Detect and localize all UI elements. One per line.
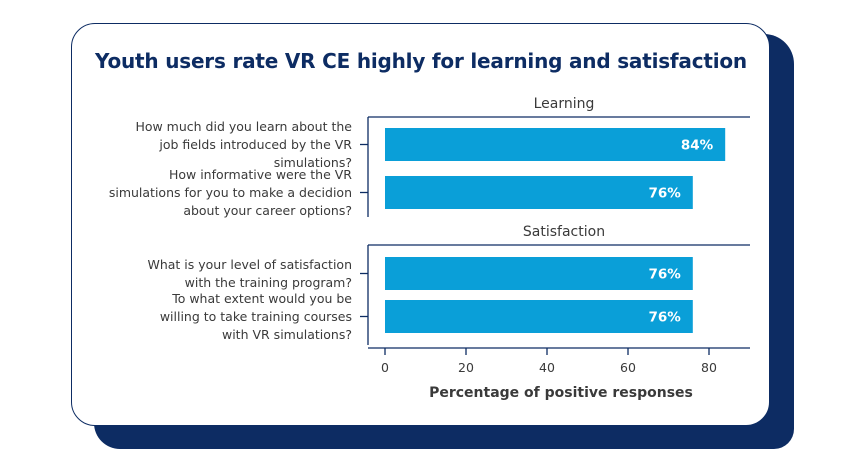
category-label-line: simulations for you to make a decidion xyxy=(109,185,352,200)
bar-value-label: 76% xyxy=(648,267,681,283)
x-tick-label: 20 xyxy=(458,360,474,375)
category-label: How much did you learn about the job fiel… xyxy=(135,119,352,170)
x-tick-label: 0 xyxy=(381,360,389,375)
category-label: How informative were the VR simulations f… xyxy=(109,167,352,218)
category-label-line: What is your level of satisfaction xyxy=(147,257,352,272)
category-label-line: with the training program? xyxy=(185,275,352,290)
category-label-line: How informative were the VR xyxy=(169,167,352,182)
category-label-line: job fields introduced by the VR xyxy=(158,137,352,152)
x-axis-title: Percentage of positive responses xyxy=(429,385,693,401)
chart-card xyxy=(71,23,770,426)
bar xyxy=(385,257,693,290)
category-label: To what extent would you be willing to ta… xyxy=(160,291,352,342)
bar xyxy=(385,128,726,161)
category-label-line: simulations? xyxy=(274,155,352,170)
bar-value-label: 76% xyxy=(648,186,681,202)
bar-value-label: 76% xyxy=(648,310,681,326)
category-label: What is your level of satisfaction with t… xyxy=(147,257,352,290)
category-label-line: How much did you learn about the xyxy=(135,119,352,134)
x-tick-label: 40 xyxy=(539,360,555,375)
chart-title: Youth users rate VR CE highly for learni… xyxy=(95,49,747,73)
category-label-line: with VR simulations? xyxy=(222,327,352,342)
bar xyxy=(385,300,693,333)
x-tick-label: 60 xyxy=(620,360,636,375)
category-label-line: To what extent would you be xyxy=(171,291,352,306)
category-label-line: willing to take training courses xyxy=(160,309,352,324)
category-label-line: about your career options? xyxy=(183,203,352,218)
group-label-learning: Learning xyxy=(534,96,595,112)
bar-value-label: 84% xyxy=(681,138,714,154)
bar xyxy=(385,176,693,209)
group-label-satisfaction: Satisfaction xyxy=(523,224,605,240)
x-tick-label: 80 xyxy=(701,360,717,375)
